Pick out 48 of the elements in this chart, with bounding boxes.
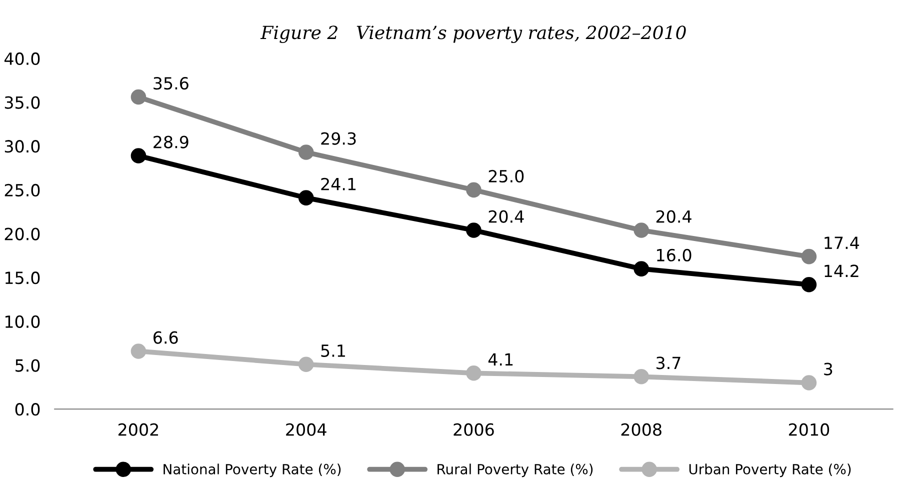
data-label: 17.4: [824, 236, 860, 249]
point: [634, 261, 649, 276]
data-label: 20.4: [488, 210, 524, 223]
data-label: 4.1: [488, 353, 513, 366]
data-label: 28.9: [154, 136, 188, 148]
y-tick-label: 0.0: [15, 403, 40, 416]
point: [298, 356, 314, 372]
x-tick-label: 2006: [454, 423, 494, 436]
legend-label: National Poverty Rate (%): [164, 464, 341, 478]
x-tick-label: 2010: [788, 423, 830, 436]
point: [801, 375, 817, 390]
x-tick-label: 2008: [621, 423, 662, 436]
data-label: 25.0: [488, 170, 524, 183]
y-tick-label: 35.0: [4, 96, 40, 109]
y-tick-label: 10.0: [5, 315, 40, 328]
data-label: 3: [824, 362, 832, 376]
y-tick-label: 20.0: [4, 228, 40, 240]
point: [298, 144, 314, 160]
point: [634, 222, 649, 238]
point: [466, 182, 482, 198]
point: [634, 369, 649, 384]
y-tick-label: 15.0: [5, 272, 40, 284]
data-label: 14.2: [824, 264, 858, 277]
point: [130, 344, 146, 359]
y-tick-label: 30.0: [4, 140, 40, 153]
x-tick-label: 2004: [286, 423, 326, 436]
y-tick-label: 25.0: [4, 184, 40, 196]
data-label: 35.6: [154, 77, 188, 90]
data-label: 16.0: [657, 248, 692, 262]
point: [130, 148, 146, 164]
chart-title: Figure 2 Vietnam’s poverty rates, 2002–2010: [260, 26, 686, 44]
legend-label: Rural Poverty Rate (%): [438, 464, 593, 478]
point: [466, 366, 482, 381]
data-label: 3.7: [656, 356, 680, 370]
legend-label: Urban Poverty Rate (%): [689, 464, 851, 478]
point: [801, 276, 817, 292]
point: [466, 222, 482, 238]
point: [298, 190, 314, 206]
data-label: 29.3: [321, 132, 356, 145]
data-label: 24.1: [321, 178, 356, 190]
x-tick-label: 2002: [118, 423, 158, 436]
data-label: 20.4: [656, 210, 692, 223]
point: [801, 248, 817, 264]
point: [130, 89, 146, 105]
data-label: 6.6: [154, 331, 178, 344]
data-label: 5.1: [321, 344, 345, 357]
y-tick-label: 40.0: [4, 52, 40, 66]
y-tick-label: 5.0: [16, 359, 40, 372]
